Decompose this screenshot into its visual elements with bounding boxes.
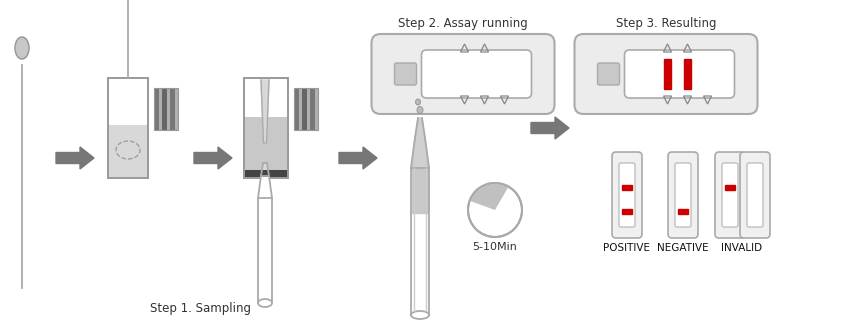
Polygon shape	[261, 163, 269, 176]
Polygon shape	[258, 176, 272, 198]
Text: Step 2. Assay running: Step 2. Assay running	[398, 17, 528, 30]
Polygon shape	[664, 59, 671, 89]
Polygon shape	[412, 169, 428, 213]
Ellipse shape	[417, 107, 423, 113]
FancyBboxPatch shape	[722, 163, 738, 227]
Bar	[175, 88, 178, 130]
Bar	[294, 88, 318, 130]
Ellipse shape	[258, 299, 272, 307]
FancyBboxPatch shape	[740, 152, 770, 238]
Bar	[299, 88, 302, 130]
Polygon shape	[684, 59, 691, 89]
FancyBboxPatch shape	[675, 163, 691, 227]
Text: 5-10Min: 5-10Min	[473, 242, 518, 252]
Polygon shape	[725, 184, 735, 190]
Bar	[245, 170, 287, 177]
FancyBboxPatch shape	[619, 163, 635, 227]
Ellipse shape	[15, 37, 29, 59]
FancyArrow shape	[339, 147, 377, 169]
FancyArrow shape	[56, 147, 94, 169]
FancyBboxPatch shape	[108, 78, 148, 178]
Polygon shape	[411, 138, 429, 168]
Polygon shape	[678, 209, 688, 214]
FancyBboxPatch shape	[715, 152, 745, 238]
Text: Step 3. Resulting: Step 3. Resulting	[616, 17, 716, 30]
Polygon shape	[261, 80, 269, 143]
FancyBboxPatch shape	[394, 63, 416, 85]
FancyArrow shape	[194, 147, 232, 169]
Polygon shape	[622, 184, 632, 190]
Bar	[167, 88, 170, 130]
Bar	[154, 88, 178, 130]
Bar	[162, 88, 167, 130]
Polygon shape	[258, 198, 272, 303]
FancyBboxPatch shape	[668, 152, 698, 238]
FancyBboxPatch shape	[597, 63, 620, 85]
Bar	[109, 125, 147, 177]
FancyBboxPatch shape	[575, 34, 758, 114]
Polygon shape	[622, 209, 632, 214]
Text: NEGATIVE: NEGATIVE	[657, 243, 709, 253]
FancyBboxPatch shape	[624, 50, 734, 98]
Ellipse shape	[411, 311, 429, 319]
FancyArrow shape	[531, 117, 569, 139]
FancyBboxPatch shape	[244, 78, 288, 178]
Text: POSITIVE: POSITIVE	[603, 243, 650, 253]
Polygon shape	[415, 118, 425, 138]
Bar	[294, 88, 299, 130]
Bar	[315, 88, 318, 130]
Text: Step 1. Sampling: Step 1. Sampling	[149, 302, 251, 315]
Bar	[307, 88, 310, 130]
Wedge shape	[471, 184, 508, 210]
Ellipse shape	[415, 99, 420, 105]
Text: INVALID: INVALID	[721, 243, 763, 253]
Bar	[170, 88, 175, 130]
FancyBboxPatch shape	[747, 163, 763, 227]
Bar	[245, 117, 287, 177]
Bar	[159, 88, 162, 130]
FancyBboxPatch shape	[421, 50, 531, 98]
Bar	[310, 88, 315, 130]
Bar	[154, 88, 159, 130]
Circle shape	[468, 183, 522, 237]
FancyBboxPatch shape	[612, 152, 642, 238]
Bar	[302, 88, 307, 130]
Polygon shape	[411, 168, 429, 315]
FancyBboxPatch shape	[371, 34, 555, 114]
